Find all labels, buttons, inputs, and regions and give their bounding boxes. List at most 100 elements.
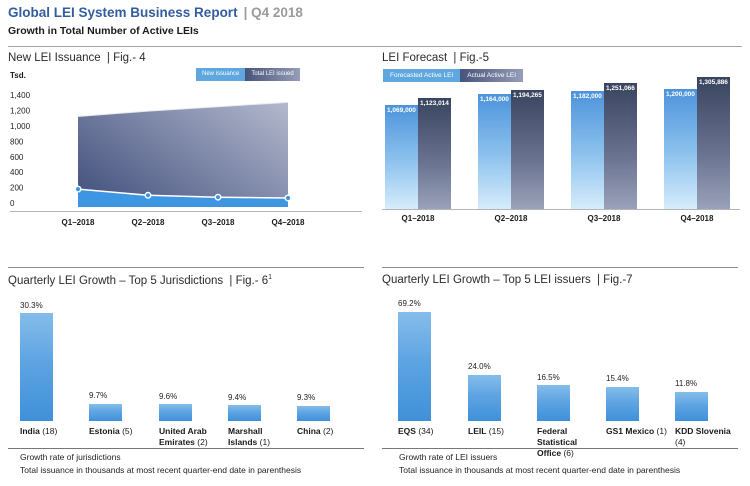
- category-name: LEIL: [468, 426, 487, 436]
- x-axis-label: Q4–2018: [680, 214, 714, 223]
- panel-new-lei-issuance: New LEI Issuance | Fig.- 4 New issuance …: [8, 52, 368, 242]
- category-name: EQS: [398, 426, 416, 436]
- y-tick-label: 400: [10, 168, 24, 177]
- panel-lei-forecast: LEI Forecast | Fig.-5 Forecasted Active …: [382, 52, 742, 242]
- actual-bar: 1,305,886: [697, 76, 730, 209]
- fig4-title: New LEI Issuance | Fig.- 4: [8, 52, 146, 64]
- growth-bar: [20, 313, 53, 421]
- y-tick-label: 200: [10, 184, 24, 193]
- legend-new-issuance: New issuance: [196, 68, 246, 81]
- fig7-footnote-2: Total issuance in thousands at most rece…: [399, 465, 681, 475]
- category-label: China (2): [297, 426, 361, 437]
- x-axis-label: Q2–2018: [494, 214, 528, 223]
- y-tick-label: 800: [10, 137, 24, 146]
- fig7-top-divider: [382, 267, 738, 268]
- category-count: (15): [486, 426, 504, 436]
- area-chart: 0 200 400 600 800 1,000 1,200 1,400 Q1–2018 Q2–20…: [10, 91, 362, 227]
- report-period: | Q4 2018: [243, 5, 303, 20]
- bar-value-label: 1,305,886: [699, 78, 728, 86]
- report-title: Global LEI System Business Report: [8, 5, 238, 20]
- category-count: (5): [119, 426, 133, 436]
- fig6-title-text: Quarterly LEI Growth – Top 5 Jurisdictio…: [8, 274, 224, 287]
- new-issuance-area: [78, 189, 288, 207]
- y-tick-label: 600: [10, 153, 24, 162]
- fig6-title: Quarterly LEI Growth – Top 5 Jurisdictio…: [8, 274, 272, 287]
- forecast-bar: 1,200,000: [664, 89, 697, 209]
- bar-value-label: 1,194,265: [513, 91, 542, 99]
- growth-bar: [398, 311, 431, 421]
- new-issuance-marker: [74, 185, 82, 193]
- x-axis-label: Q1–2018: [401, 214, 435, 223]
- bar-value-label: 1,200,000: [666, 91, 695, 99]
- percent-label: 15.4%: [606, 374, 629, 384]
- fig6-footnote-1: Growth rate of jurisdictions: [20, 452, 121, 462]
- category-name: India: [20, 426, 40, 436]
- percent-label: 9.7%: [89, 391, 108, 401]
- growth-bar: [675, 391, 708, 421]
- category-count: (1): [654, 426, 667, 436]
- growth-bar: [537, 385, 570, 421]
- category-name: Estonia: [89, 426, 120, 436]
- legend-actual-active-lei: Actual Active LEI: [460, 69, 524, 82]
- category-name: United Arab Emirates: [159, 426, 207, 448]
- percent-label: 30.3%: [20, 300, 43, 310]
- percent-label: 24.0%: [468, 362, 491, 372]
- category-label: United Arab Emirates (2): [159, 426, 223, 448]
- legend-forecasted-active-lei: Forecasted Active LEI: [383, 69, 461, 82]
- category-label: KDD Slovenia (4): [675, 426, 739, 448]
- actual-bar: 1,194,265: [511, 89, 544, 209]
- bar-value-label: 1,164,000: [480, 95, 509, 103]
- fig4-title-text: New LEI Issuance: [8, 52, 101, 64]
- bar-value-label: 1,251,066: [606, 85, 635, 93]
- fig7-fig-label: | Fig.-7: [597, 274, 633, 286]
- x-axis-line: [382, 209, 740, 210]
- fig5-title-text: LEI Forecast: [382, 52, 448, 64]
- growth-bar: [89, 403, 122, 421]
- category-count: (6): [561, 448, 574, 459]
- fig6-fig-label: | Fig.- 6: [229, 274, 269, 287]
- fig7-title-text: Quarterly LEI Growth – Top 5 LEI issuers: [382, 274, 591, 286]
- percent-label: 9.4%: [228, 392, 247, 402]
- x-axis-label: Q4–2018: [272, 218, 305, 227]
- total-lei-issued-area: [78, 102, 288, 207]
- forecast-bar-group: 1,069,000 1,123,014 Q1–2018 1,164,000 1,194,…: [382, 52, 742, 242]
- fig6-footnote-2: Total issuance in thousands at most rece…: [20, 465, 302, 475]
- fig6-top-divider: [8, 267, 364, 268]
- category-count: (18): [39, 426, 58, 436]
- category-count: (2): [320, 426, 334, 436]
- forecast-bar: 1,182,000: [571, 91, 604, 209]
- category-label: EQS (34): [398, 426, 462, 437]
- category-label: LEIL (15): [468, 426, 532, 437]
- percent-label: 9.6%: [159, 391, 178, 401]
- category-count: (2): [194, 437, 208, 448]
- category-label: Federal Statistical Office (6): [537, 426, 601, 459]
- forecast-bar: 1,069,000: [385, 104, 418, 209]
- new-issuance-marker: [284, 194, 292, 202]
- growth-bar: [468, 374, 501, 421]
- percent-label: 16.5%: [537, 372, 560, 382]
- growth-bar: [228, 405, 261, 421]
- fig7-title: Quarterly LEI Growth – Top 5 LEI issuers…: [382, 274, 633, 286]
- fig5-title: LEI Forecast | Fig.-5: [382, 52, 489, 64]
- fig5-legend: Forecasted Active LEI Actual Active LEI: [383, 69, 524, 82]
- percent-label: 11.8%: [675, 379, 698, 389]
- forecast-bar: 1,164,000: [478, 93, 511, 209]
- category-name: China: [297, 426, 321, 436]
- fig4-legend: New issuance Total LEI issued: [196, 68, 300, 81]
- category-count: (4): [675, 437, 686, 448]
- report-subtitle: Growth in Total Number of Active LEIs: [8, 25, 199, 37]
- header-divider: [8, 46, 742, 47]
- category-label: India (18): [20, 426, 84, 437]
- y-tick-label: 1,200: [10, 107, 31, 116]
- category-count: (34): [415, 426, 434, 436]
- growth-bar: [606, 386, 639, 421]
- page-title: Global LEI System Business Report | Q4 20…: [8, 5, 303, 20]
- category-name: Federal Statistical Office: [537, 426, 578, 459]
- y-tick-label: 1,400: [10, 91, 31, 100]
- y-tick-label: 1,000: [10, 122, 31, 131]
- category-label: Marshall Islands (1): [228, 426, 292, 448]
- fig7-footnote-1: Growth rate of LEI issuers: [399, 452, 498, 462]
- fig6-bottom-divider: [8, 448, 364, 449]
- fig4-unit-label: Tsd.: [10, 71, 26, 80]
